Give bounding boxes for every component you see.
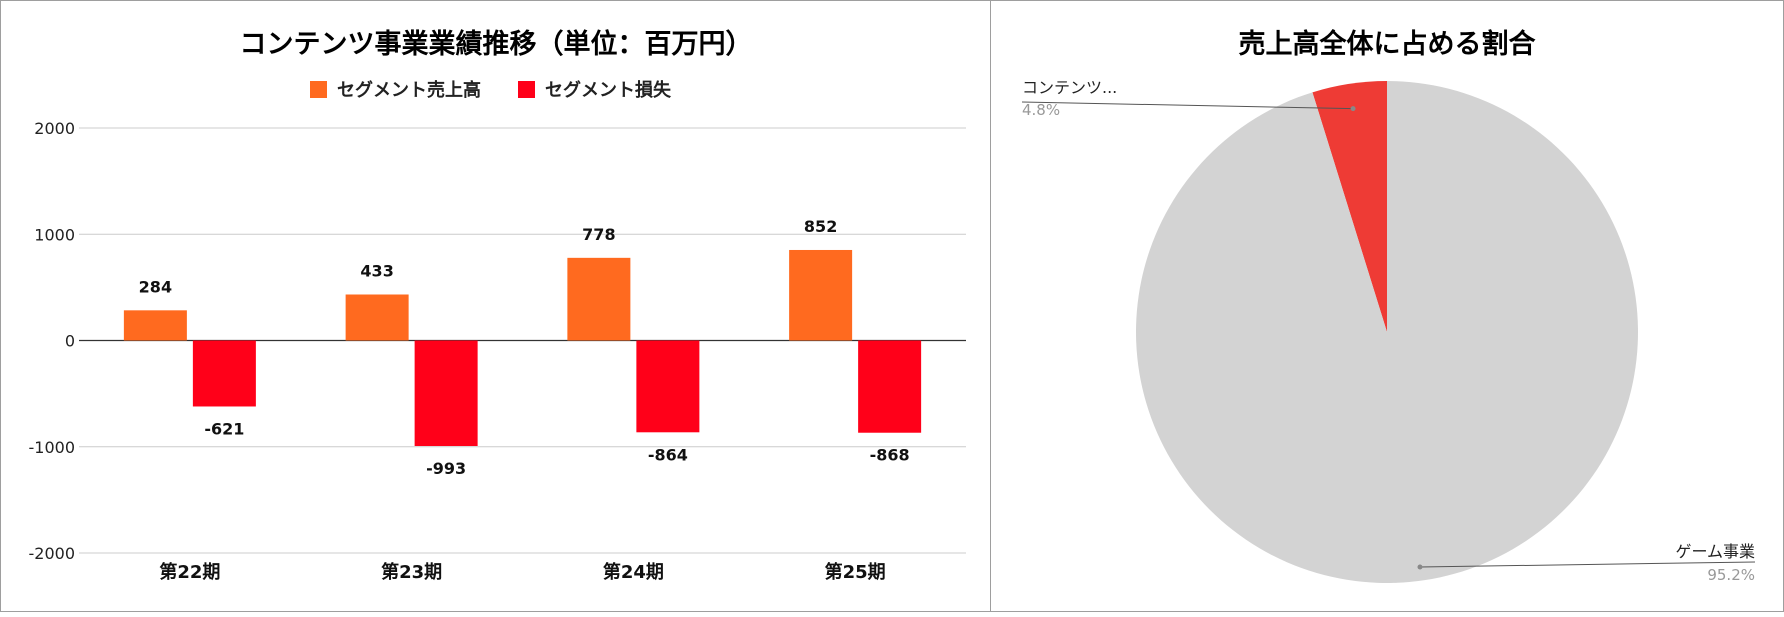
bar-segment-loss	[636, 340, 700, 433]
leader-line	[1419, 561, 1756, 568]
bar-data-label: -621	[204, 419, 244, 438]
bar-data-label: -993	[426, 459, 466, 478]
bar-segment-loss	[858, 340, 922, 433]
pie-slice-game	[1136, 81, 1638, 583]
bar-chart-panel: コンテンツ事業業績推移（単位：百万円） セグメント売上高 セグメント損失 284…	[0, 0, 991, 612]
bar-data-label: -868	[870, 446, 910, 465]
legend-label-segment-loss: セグメント損失	[545, 79, 672, 101]
bar-segment-sales	[123, 310, 187, 341]
bar-segment-sales	[345, 294, 409, 341]
pie-chart-title: 売上高全体に占める割合	[1239, 28, 1536, 60]
pie-label-contents: コンテンツ...	[1022, 78, 1117, 97]
pie-chart: 売上高全体に占める割合 コンテンツ... 4.8% ゲーム事業 95.2%	[1021, 28, 1756, 584]
bar-data-label: 284	[139, 277, 172, 296]
legend-swatch-segment-loss	[518, 81, 535, 98]
bar-segment-sales	[567, 257, 631, 341]
bar-data-label: 778	[582, 225, 615, 244]
bar-segment-sales	[789, 249, 853, 341]
leader-dot	[1350, 106, 1356, 112]
x-tick-label: 第22期	[159, 561, 220, 583]
legend-swatch-segment-sales	[310, 81, 327, 98]
x-tick-label: 第25期	[825, 561, 886, 583]
y-tick-label: 0	[65, 332, 75, 351]
bar-chart-title: コンテンツ事業業績推移（単位：百万円）	[240, 28, 753, 60]
bar-segment-loss	[192, 340, 256, 407]
y-tick-label: -2000	[29, 544, 76, 563]
y-tick-label: 2000	[34, 119, 75, 138]
bar-data-label: 852	[804, 217, 837, 236]
pie-percent-game: 95.2%	[1707, 566, 1755, 584]
bar-chart: コンテンツ事業業績推移（単位：百万円） セグメント売上高 セグメント損失 284…	[29, 28, 966, 583]
pie-label-game: ゲーム事業	[1675, 542, 1755, 561]
y-tick-label: -1000	[29, 438, 76, 457]
bar-segment-loss	[414, 340, 478, 447]
legend-label-segment-sales: セグメント売上高	[337, 79, 481, 101]
x-tick-label: 第23期	[381, 561, 442, 583]
x-tick-label: 第24期	[603, 561, 664, 583]
leader-line	[1021, 101, 1354, 110]
pie-chart-panel: 売上高全体に占める割合 コンテンツ... 4.8% ゲーム事業 95.2%	[990, 0, 1784, 612]
pie-slice-contents	[1312, 81, 1387, 332]
bar-data-label: 433	[360, 261, 393, 280]
y-tick-label: 1000	[34, 225, 75, 244]
leader-dot	[1417, 564, 1423, 570]
bar-data-label: -864	[648, 445, 688, 464]
pie-percent-contents: 4.8%	[1022, 101, 1060, 119]
